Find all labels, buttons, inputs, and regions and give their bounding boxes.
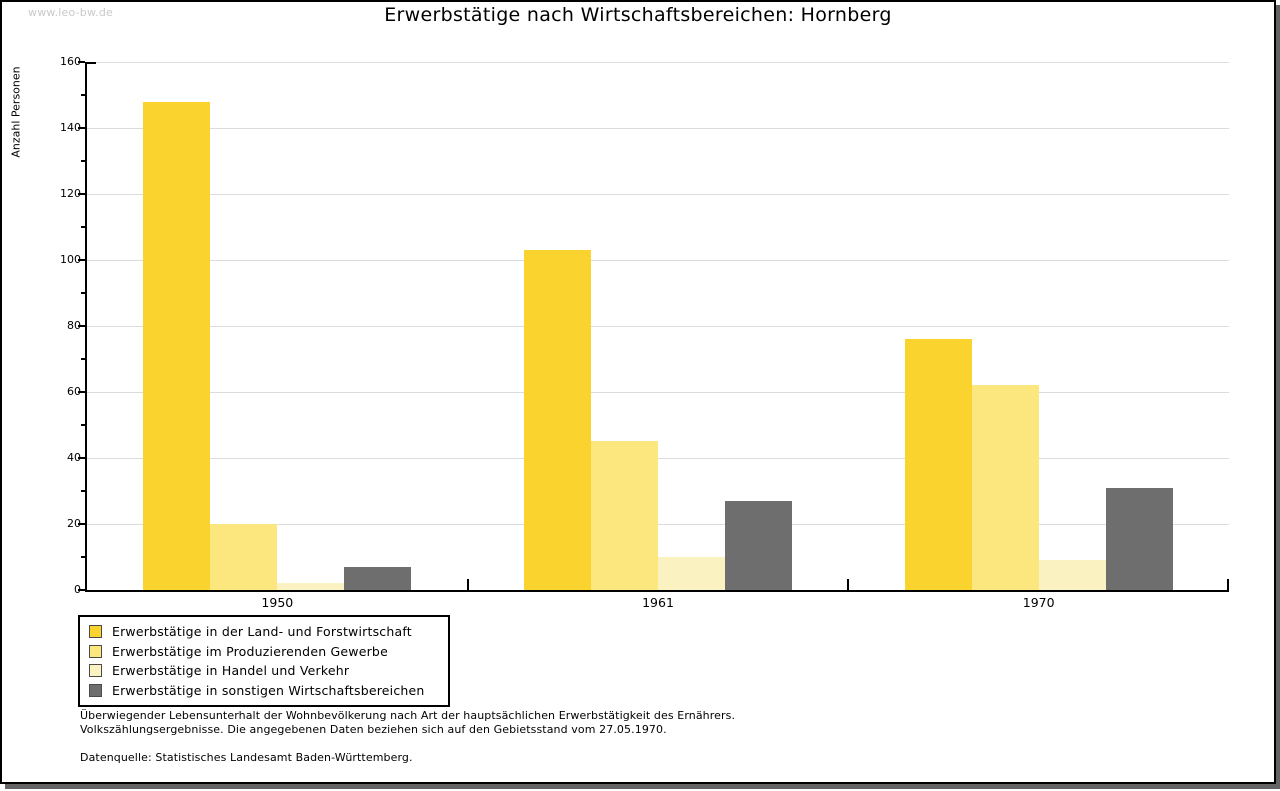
y-axis-major-tick xyxy=(78,259,85,261)
legend-swatch-icon xyxy=(89,664,102,678)
legend-row: Erwerbstätige in der Land- und Forstwirt… xyxy=(89,622,439,642)
legend-row: Erwerbstätige in sonstigen Wirtschaftsbe… xyxy=(89,681,439,701)
gridline xyxy=(87,193,1229,195)
gridline xyxy=(87,523,1229,525)
gridline xyxy=(87,457,1229,459)
y-axis-tick-label: 80 xyxy=(67,319,81,332)
gridline xyxy=(87,259,1229,261)
y-axis-major-tick xyxy=(78,325,85,327)
x-axis-tick-label: 1970 xyxy=(1022,595,1055,610)
legend-swatch-icon xyxy=(89,683,102,697)
x-axis-boundary-tick xyxy=(847,579,850,590)
legend: Erwerbstätige in der Land- und Forstwirt… xyxy=(78,615,450,707)
legend-swatch-icon xyxy=(89,644,102,658)
bar xyxy=(210,524,278,590)
x-axis-boundary-tick xyxy=(466,579,469,590)
y-axis-minor-tick xyxy=(81,358,85,360)
y-axis-minor-tick xyxy=(81,490,85,492)
gridline xyxy=(87,391,1229,393)
y-axis-major-tick xyxy=(78,457,85,459)
y-axis-major-tick xyxy=(78,523,85,525)
gridline xyxy=(87,61,1229,63)
bar xyxy=(725,501,792,590)
legend-label: Erwerbstätige in sonstigen Wirtschaftsbe… xyxy=(112,682,425,698)
y-axis-major-tick xyxy=(78,127,85,129)
y-axis-top-corner xyxy=(87,62,96,64)
legend-label: Erwerbstätige im Produzierenden Gewerbe xyxy=(112,643,388,659)
footnote-line-2: Volkszählungsergebnisse. Die angegebenen… xyxy=(80,722,667,736)
x-axis-end-tick xyxy=(1227,579,1229,592)
legend-swatch-icon xyxy=(89,625,102,639)
y-axis-major-tick xyxy=(78,391,85,393)
y-axis-minor-tick xyxy=(81,424,85,426)
chart-title: Erwerbstätige nach Wirtschaftsbereichen:… xyxy=(384,4,892,26)
bar xyxy=(971,385,1039,590)
gridline xyxy=(87,325,1229,327)
y-axis-tick-label: 160 xyxy=(60,55,81,68)
watermark: www.leo-bw.de xyxy=(28,6,114,19)
y-axis-minor-tick xyxy=(81,556,85,558)
bar xyxy=(591,441,658,590)
x-axis-tick-label: 1961 xyxy=(642,595,674,610)
bar xyxy=(1038,560,1106,590)
y-axis-minor-tick xyxy=(81,94,85,96)
x-axis-tick-label: 1950 xyxy=(261,595,294,610)
y-axis-major-tick xyxy=(78,589,85,591)
y-axis-tick-label: 40 xyxy=(67,451,81,464)
bar xyxy=(1105,488,1173,590)
data-source: Datenquelle: Statistisches Landesamt Bad… xyxy=(80,751,413,764)
y-axis-tick-label: 140 xyxy=(60,121,81,134)
bar xyxy=(277,583,345,590)
bar xyxy=(344,567,412,590)
bar xyxy=(658,557,725,590)
bar xyxy=(524,250,591,590)
x-axis-line xyxy=(85,590,1229,592)
bar xyxy=(904,339,972,590)
y-axis-tick-label: 20 xyxy=(67,517,81,530)
y-axis-tick-label: 120 xyxy=(60,187,81,200)
y-axis-major-tick xyxy=(78,61,85,63)
legend-row: Erwerbstätige im Produzierenden Gewerbe xyxy=(89,642,439,662)
y-axis-tick-label: 0 xyxy=(74,583,81,596)
gridline xyxy=(87,127,1229,129)
footnote-line-1: Überwiegender Lebensunterhalt der Wohnbe… xyxy=(80,709,736,722)
footnotes: Überwiegender Lebensunterhalt der Wohnbe… xyxy=(80,709,735,765)
bar xyxy=(143,102,211,590)
legend-row: Erwerbstätige in Handel und Verkehr xyxy=(89,661,439,681)
legend-label: Erwerbstätige in der Land- und Forstwirt… xyxy=(112,624,412,640)
y-axis-minor-tick xyxy=(81,292,85,294)
y-axis-major-tick xyxy=(78,193,85,195)
y-axis-tick-label: 100 xyxy=(60,253,81,266)
y-axis-minor-tick xyxy=(81,226,85,228)
y-axis-minor-tick xyxy=(81,160,85,162)
legend-label: Erwerbstätige in Handel und Verkehr xyxy=(112,663,350,679)
y-axis-line xyxy=(85,62,87,590)
y-axis-tick-label: 60 xyxy=(67,385,81,398)
chart-area: 1950 1961 1970 0 20 40 60 80 100 120 140 160 xyxy=(2,2,1274,782)
